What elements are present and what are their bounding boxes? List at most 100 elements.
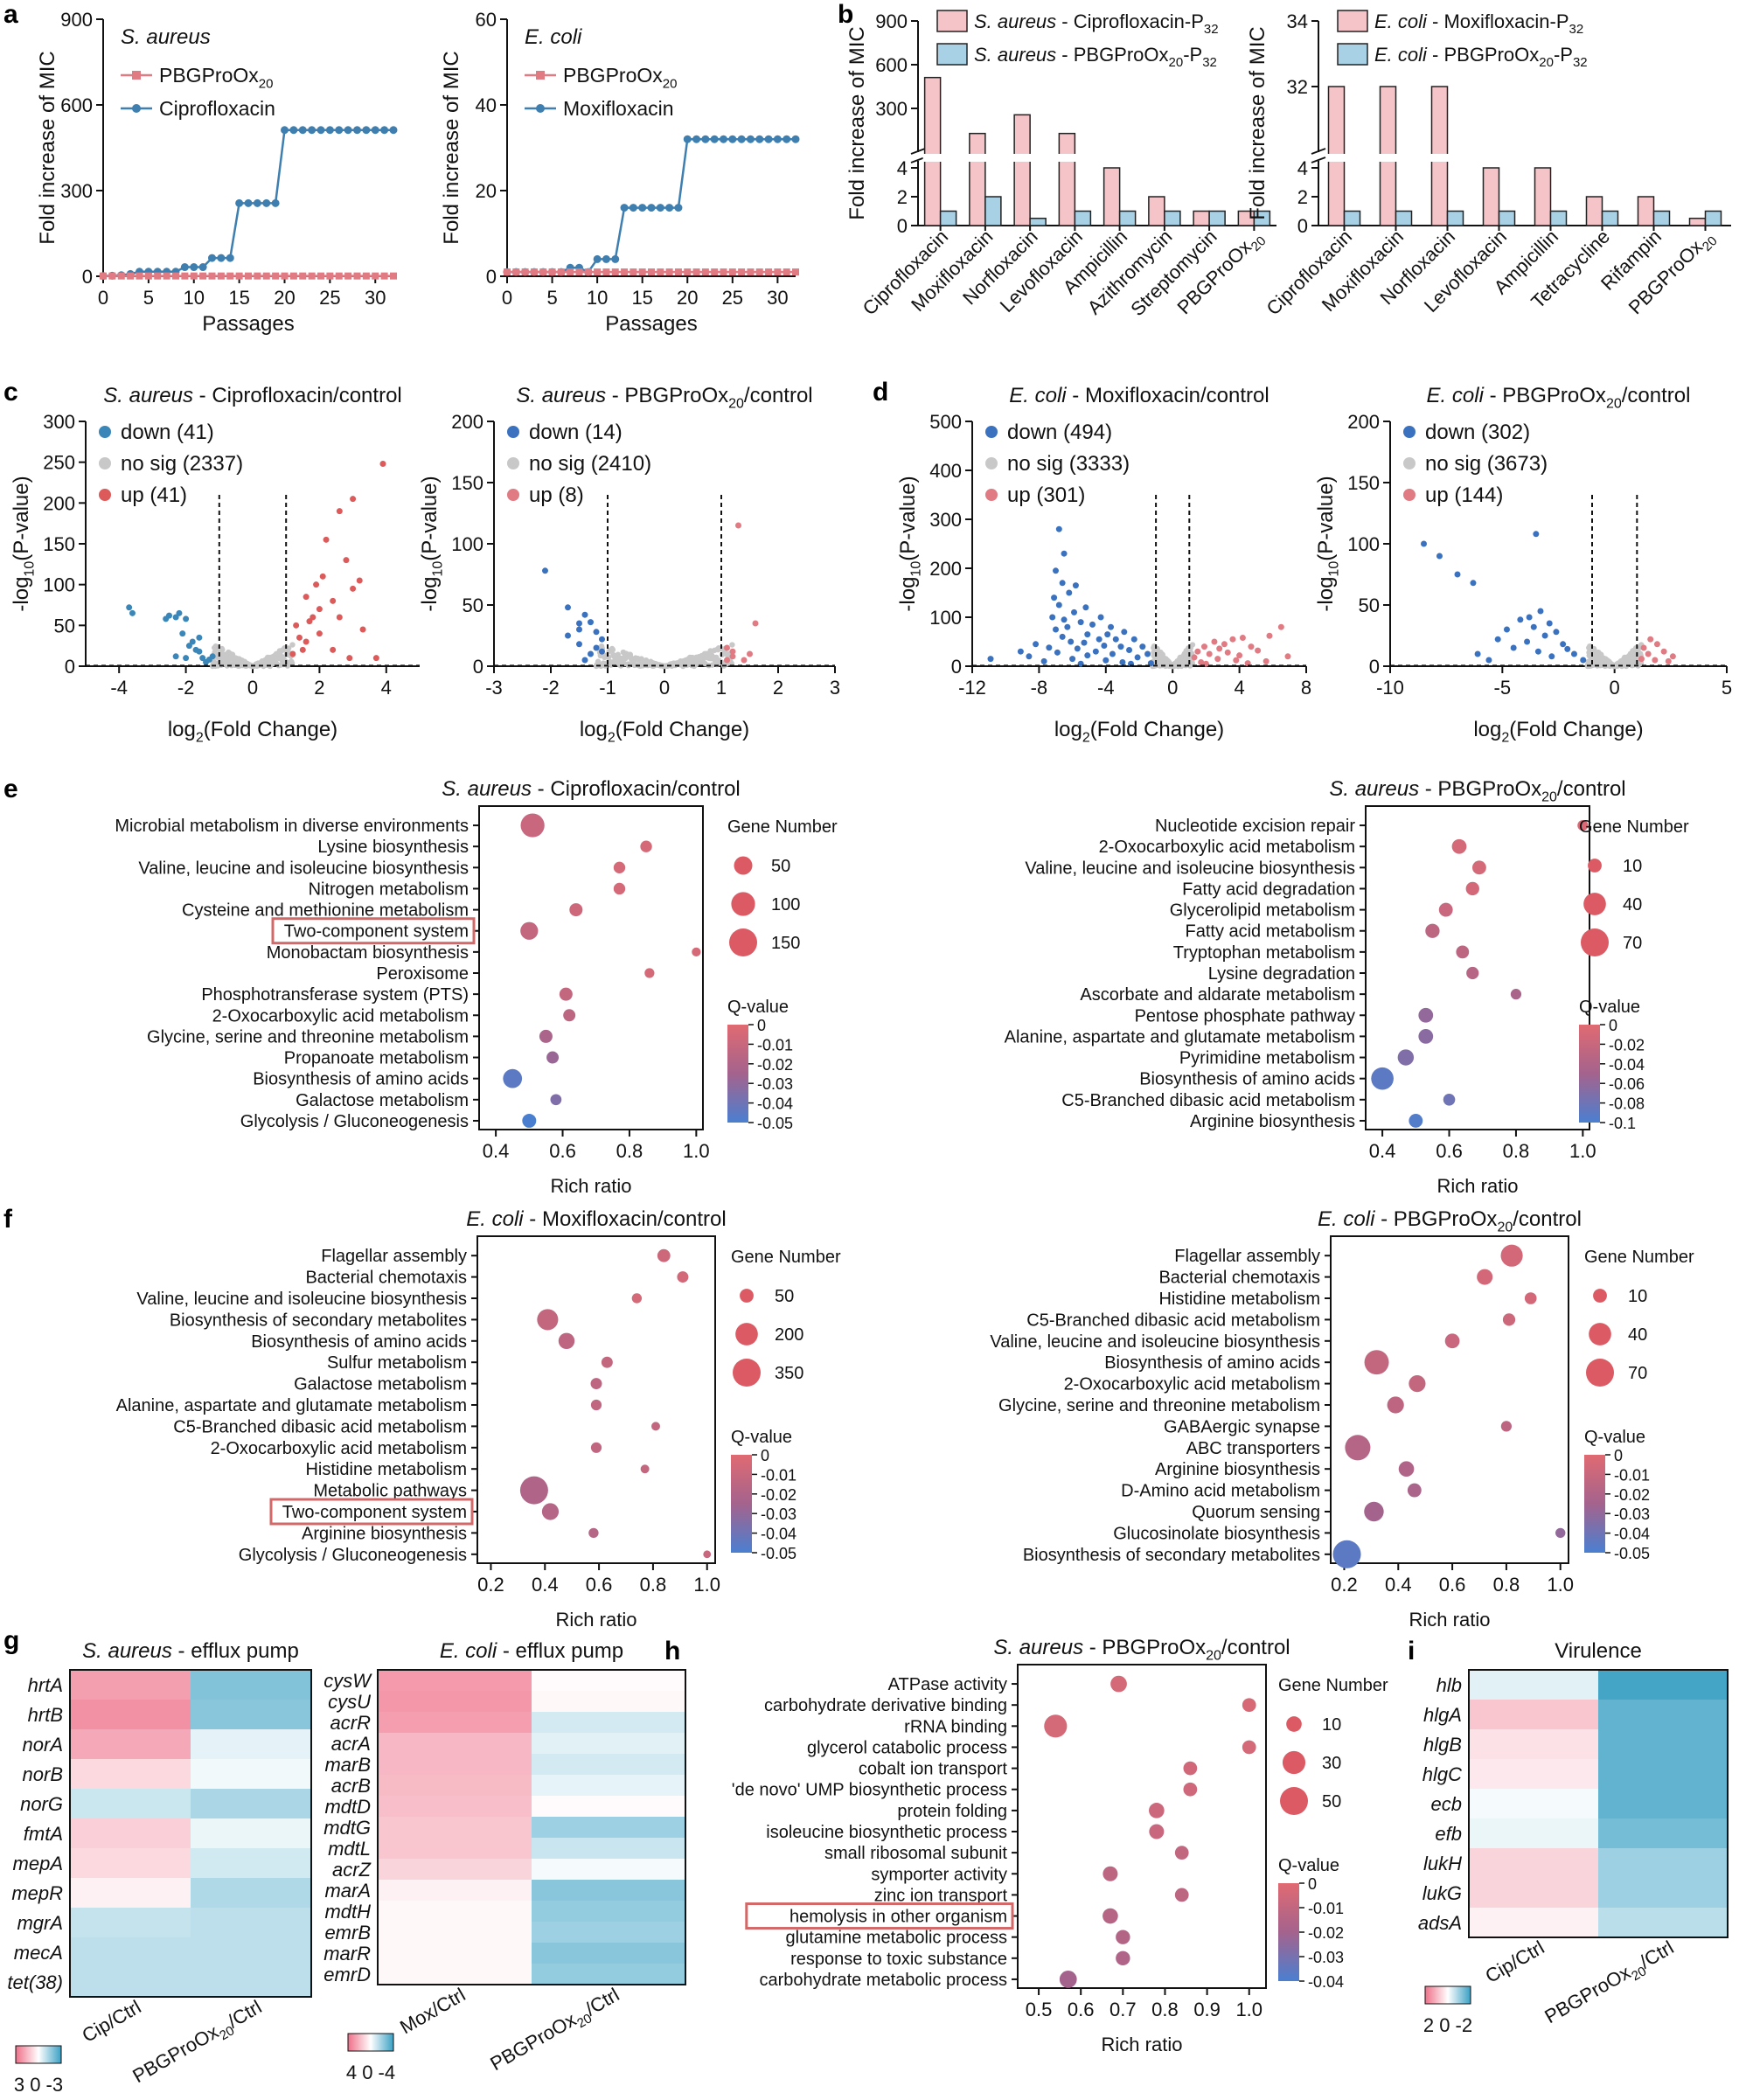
data-point — [190, 263, 198, 272]
bar — [1534, 167, 1552, 226]
color-legend-label: -0.04 — [761, 1526, 796, 1543]
up-point — [372, 655, 379, 662]
term-label: Propanoate metabolism — [284, 1049, 469, 1068]
y-tick-label: 34 — [1287, 10, 1308, 32]
data-point — [362, 272, 370, 280]
row-label: efb — [1435, 1823, 1462, 1845]
down-point — [599, 648, 605, 655]
row-label: norG — [20, 1793, 63, 1815]
term-label: C5-Branched dibasic acid metabolism — [1026, 1311, 1320, 1330]
no-sig-point — [269, 654, 276, 660]
data-point — [684, 268, 692, 276]
data-point — [765, 268, 773, 276]
legend-swatch — [936, 43, 968, 66]
data-point — [208, 272, 216, 280]
x-axis-label: log2(Fold Change) — [1054, 718, 1224, 746]
heat-cell — [1598, 1878, 1728, 1908]
up-point — [313, 581, 320, 588]
term-label: Ascorbate and aldarate metabolism — [1080, 985, 1355, 1005]
no-sig-point — [1598, 657, 1604, 663]
color-legend-label: -0.08 — [1609, 1095, 1645, 1113]
legend-marker — [99, 489, 111, 501]
down-point — [1074, 645, 1081, 652]
down-point — [581, 657, 588, 664]
heat-cell — [532, 1712, 685, 1733]
heat-cell — [70, 1848, 191, 1878]
bubble-point — [1418, 1029, 1434, 1044]
heat-cell — [191, 1729, 311, 1759]
term-label: Nitrogen metabolism — [309, 880, 469, 899]
size-legend-marker — [1593, 1289, 1607, 1303]
data-point — [254, 272, 261, 280]
no-sig-point — [1594, 657, 1600, 663]
bar — [1652, 210, 1671, 226]
down-point — [1108, 623, 1115, 630]
bubble-point — [1174, 1846, 1189, 1860]
size-legend-label: 70 — [1623, 934, 1642, 953]
x-tick-label: 1.0 — [683, 1140, 710, 1162]
bubble-point — [1398, 1461, 1415, 1478]
bubble-point — [1502, 1313, 1516, 1326]
chart-title: E. coli - efflux pump — [440, 1639, 623, 1663]
down-point — [1084, 631, 1091, 638]
term-label: Glucosinolate biosynthesis — [1113, 1524, 1320, 1543]
bar — [1482, 167, 1500, 226]
size-legend-label: 10 — [1623, 857, 1642, 876]
term-label: Glycine, serine and threonine metabolism — [998, 1396, 1320, 1415]
term-label: carbohydrate derivative binding — [764, 1696, 1007, 1715]
term-label: glutamine metabolic process — [786, 1929, 1007, 1948]
heat-cell — [1598, 1908, 1728, 1937]
color-legend-bar — [1584, 1455, 1605, 1553]
up-point — [350, 496, 357, 503]
up-point — [735, 522, 741, 529]
down-point — [1077, 619, 1084, 626]
down-point — [1046, 644, 1053, 651]
no-sig-point — [609, 647, 615, 653]
no-sig-point — [212, 644, 218, 651]
size-legend-marker — [1589, 1323, 1611, 1346]
bubble-point — [546, 1051, 560, 1064]
bar — [1549, 210, 1568, 226]
size-legend-label: 50 — [1322, 1792, 1341, 1811]
row-label: mdtG — [323, 1817, 371, 1839]
down-point — [1082, 604, 1089, 611]
x-tick-label: 0.8 — [1151, 1999, 1179, 2020]
size-legend-marker — [733, 1359, 761, 1387]
size-legend-marker — [1588, 859, 1602, 873]
bubble-point — [1456, 945, 1470, 959]
down-point — [1112, 636, 1119, 643]
down-point — [1570, 650, 1577, 657]
heat-cell — [378, 1691, 532, 1712]
size-legend-label: 30 — [1322, 1754, 1341, 1773]
chart-title: S. aureus - PBGProOx20/control — [993, 1636, 1290, 1664]
x-tick-label: 0.4 — [1369, 1140, 1396, 1162]
row-label: mdtL — [328, 1838, 371, 1860]
no-sig-point — [261, 657, 268, 664]
y-tick-label: 600 — [60, 94, 93, 116]
legend-marker — [536, 104, 545, 113]
down-point — [1470, 580, 1477, 587]
up-point — [1221, 641, 1228, 648]
chart-title: Virulence — [1555, 1639, 1642, 1663]
no-sig-point — [676, 660, 682, 666]
heat-cell — [70, 1937, 191, 1967]
down-point — [1097, 614, 1104, 621]
term-label: symporter activity — [871, 1865, 1007, 1884]
bubble-point — [1332, 1540, 1361, 1568]
color-legend-label: -0.02 — [761, 1486, 796, 1504]
data-point — [217, 254, 226, 262]
legend-label: up (301) — [1007, 483, 1085, 507]
size-legend-marker — [1282, 1750, 1306, 1775]
color-legend-label: -0.03 — [1308, 1949, 1344, 1966]
term-label: Fatty acid degradation — [1182, 880, 1355, 899]
bubble-point — [1174, 1888, 1189, 1902]
down-point — [1510, 644, 1517, 651]
heat-cell — [70, 1729, 191, 1759]
bar — [1585, 196, 1603, 226]
data-point — [521, 268, 529, 276]
x-tick-label: 0.6 — [1436, 1140, 1463, 1162]
down-point — [1144, 650, 1151, 657]
data-point — [764, 135, 773, 143]
up-point — [1255, 647, 1262, 654]
